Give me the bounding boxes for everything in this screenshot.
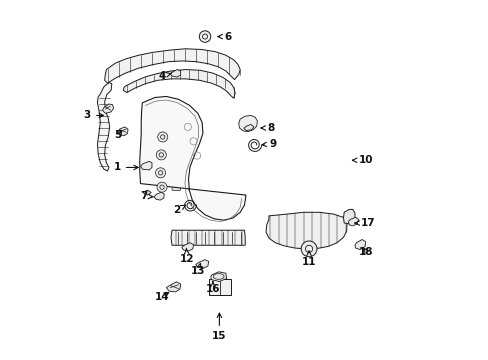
Polygon shape <box>208 279 230 296</box>
Polygon shape <box>343 210 354 224</box>
Text: 12: 12 <box>180 248 194 264</box>
Polygon shape <box>102 104 113 113</box>
Text: 17: 17 <box>354 218 375 228</box>
Polygon shape <box>244 125 253 131</box>
Text: 13: 13 <box>190 264 204 276</box>
Circle shape <box>155 168 165 178</box>
Text: 1: 1 <box>113 162 138 172</box>
Polygon shape <box>140 161 152 170</box>
Text: 6: 6 <box>218 32 231 41</box>
Polygon shape <box>123 69 235 98</box>
Polygon shape <box>154 192 164 200</box>
Polygon shape <box>169 69 180 77</box>
Text: 16: 16 <box>205 282 220 294</box>
Text: 18: 18 <box>359 247 373 257</box>
FancyBboxPatch shape <box>172 171 180 190</box>
Polygon shape <box>182 243 193 251</box>
Circle shape <box>199 31 210 42</box>
Text: 5: 5 <box>114 130 122 140</box>
Text: 8: 8 <box>261 123 274 133</box>
Polygon shape <box>195 260 208 268</box>
Text: 14: 14 <box>154 292 169 302</box>
Polygon shape <box>171 230 244 245</box>
Polygon shape <box>140 96 245 220</box>
Polygon shape <box>238 116 257 132</box>
Text: 9: 9 <box>262 139 276 149</box>
Text: 2: 2 <box>172 205 185 216</box>
Text: 11: 11 <box>301 251 316 267</box>
Polygon shape <box>348 217 358 226</box>
Text: 10: 10 <box>352 155 373 165</box>
Text: 4: 4 <box>158 71 171 81</box>
Polygon shape <box>265 212 346 249</box>
Polygon shape <box>104 49 240 83</box>
Text: 3: 3 <box>83 111 103 121</box>
Polygon shape <box>117 127 128 135</box>
Circle shape <box>156 150 166 160</box>
Circle shape <box>157 182 167 192</box>
Polygon shape <box>210 272 226 282</box>
Polygon shape <box>354 239 365 249</box>
Polygon shape <box>97 82 112 171</box>
Circle shape <box>158 132 167 142</box>
Polygon shape <box>142 190 151 195</box>
Text: 15: 15 <box>212 313 226 341</box>
Text: 7: 7 <box>140 191 153 201</box>
Polygon shape <box>166 282 180 292</box>
Circle shape <box>301 241 316 257</box>
FancyBboxPatch shape <box>170 136 180 159</box>
